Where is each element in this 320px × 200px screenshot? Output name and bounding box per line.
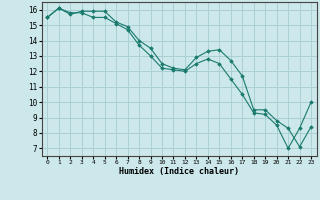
X-axis label: Humidex (Indice chaleur): Humidex (Indice chaleur)	[119, 167, 239, 176]
